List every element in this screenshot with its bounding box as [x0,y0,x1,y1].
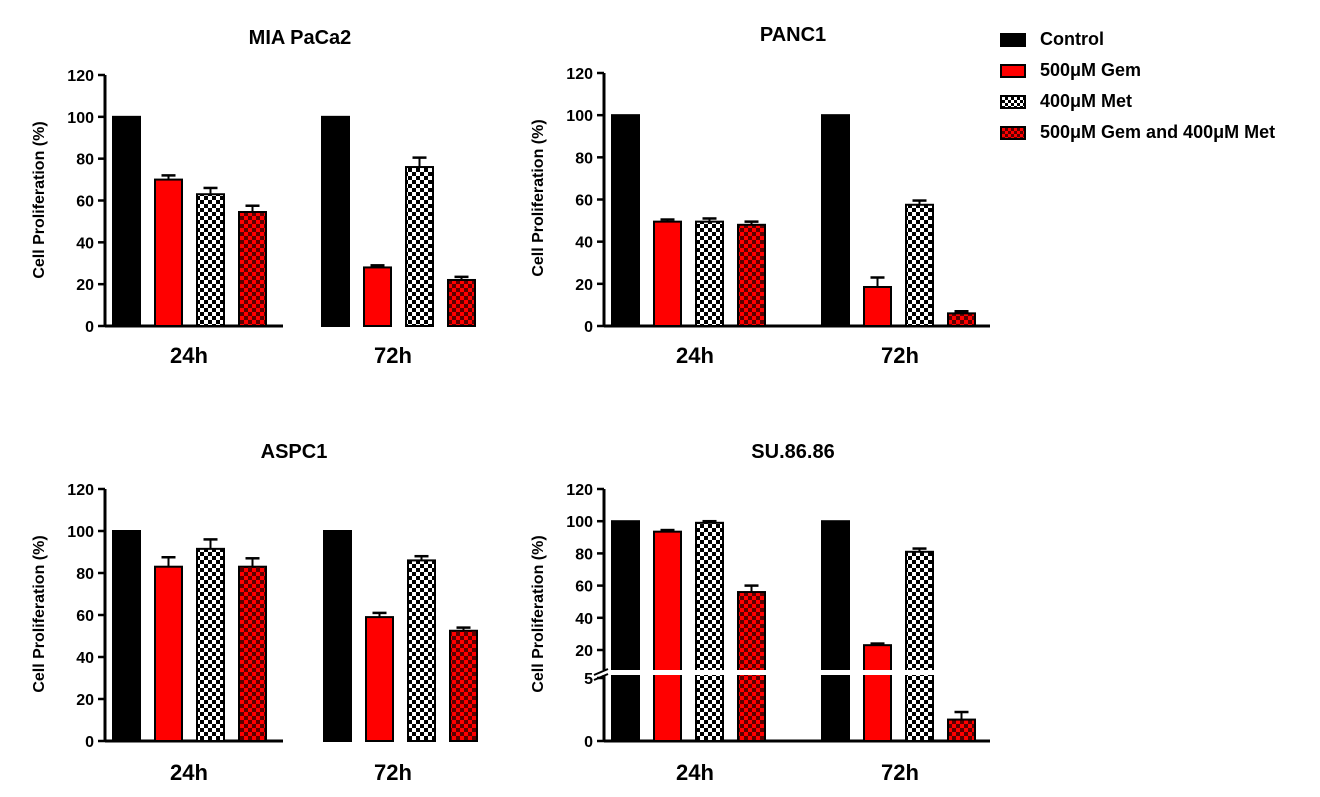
y-tick-label: 20 [575,277,593,294]
y-tick-label: 80 [76,152,94,169]
y-tick-label: 20 [76,692,94,709]
chart-title: SU.86.86 [751,441,834,463]
legend-item-control: Control [1000,24,1275,55]
legend-swatch [1000,94,1026,109]
x-category-label: 24h [170,760,208,785]
bar-met [407,559,436,743]
legend-swatch [1000,32,1026,47]
legend-label: 500μM Gem [1040,60,1142,80]
y-tick-label: 0 [584,319,593,336]
x-category-label: 72h [374,343,412,368]
y-tick-label: 0 [584,734,593,751]
bar-gem-met [737,591,766,742]
bar-control [323,530,352,742]
y-tick-label: 100 [566,108,593,125]
legend-swatch [1000,63,1026,78]
chart-panel-su8686: SU.86.86 Cell Proliferation (%) 24h 72h … [530,441,992,785]
y-tick-label: 80 [76,566,94,583]
chart-title: MIA PaCa2 [249,27,352,49]
legend-label: 400μM Met [1040,91,1133,111]
y-tick-label: 40 [575,235,593,252]
y-tick-label: 0 [85,734,94,751]
y-tick-label: 120 [67,482,94,499]
x-category-label: 72h [881,343,919,368]
y-tick-label: 60 [575,193,593,210]
y-tick-label: 40 [76,650,94,667]
axis-break-gap [596,670,992,675]
y-tick-label: 120 [67,68,94,85]
y-tick-label: 20 [76,277,94,294]
bar-control [821,520,850,743]
chart-title: ASPC1 [261,441,328,463]
x-category-label: 24h [676,343,714,368]
axis-break-mark [593,673,609,681]
bar-gem [363,266,392,327]
bar-control [611,114,640,327]
x-category-label: 72h [881,760,919,785]
y-tick-label: 120 [566,66,593,83]
bar-met [196,193,225,327]
bar-gem-met [449,629,478,742]
legend-swatch [1000,125,1026,140]
bar-met [695,521,724,742]
bar-gem [154,178,183,327]
bar-control [112,530,141,742]
bar-gem [154,565,183,743]
bar-gem [653,220,682,327]
y-axis-label: Cell Proliferation (%) [530,535,547,692]
y-tick-label: 60 [76,608,94,625]
bar-control [821,114,850,327]
bar-gem-met [238,565,267,743]
x-category-label: 24h [676,760,714,785]
bar-met [405,166,434,327]
y-tick-label: 100 [67,524,94,541]
y-tick-label: 100 [566,514,593,531]
bar-control [611,520,640,743]
bar-met [695,220,724,327]
legend-item-met: 400μM Met [1000,86,1275,117]
axis-break-mark [593,668,609,676]
y-axis-label: Cell Proliferation (%) [530,119,547,276]
chart-panel-aspc1: ASPC1 Cell Proliferation (%) 24h 72h 0 20… [31,441,478,785]
bar-control [321,115,350,328]
y-tick-label: 60 [575,579,593,596]
y-axis-label: Cell Proliferation (%) [31,121,48,278]
y-tick-label: 5 [584,671,593,688]
bar-gem-met [238,211,267,327]
chart-panel-panc1: PANC1 Cell Proliferation (%) 24h 72h 0 20… [530,24,990,368]
bar-gem [863,285,892,327]
bar-control [112,115,141,328]
x-category-label: 72h [374,760,412,785]
y-tick-label: 40 [76,235,94,252]
bar-gem [365,616,394,742]
bar-met [905,203,934,327]
chart-panel-mia-paca2: MIA PaCa2 Cell Proliferation (%) 24h 72h… [31,27,476,368]
y-tick-label: 120 [566,482,593,499]
bar-gem-met [947,312,976,328]
y-tick-label: 0 [85,319,94,336]
y-tick-label: 80 [575,150,593,167]
legend-label: Control [1040,29,1104,49]
y-tick-label: 20 [575,643,593,660]
x-category-label: 24h [170,343,208,368]
legend-item-gem: 500μM Gem [1000,55,1275,86]
legend-label: 500μM Gem and 400μM Met [1040,122,1276,142]
y-tick-label: 80 [575,546,593,563]
chart-title: PANC1 [760,24,826,46]
legend: Control 500μM Gem 400μM Met 500μM Gem an… [1000,24,1275,148]
y-tick-label: 60 [76,194,94,211]
bar-gem [653,530,682,742]
y-tick-label: 40 [575,611,593,628]
bar-met [905,550,934,742]
legend-item-gem-met: 500μM Gem and 400μM Met [1000,117,1275,148]
y-tick-label: 100 [67,110,94,127]
bar-gem-met [737,223,766,327]
bar-gem-met [947,718,976,743]
bar-gem-met [447,278,476,328]
y-axis-label: Cell Proliferation (%) [31,535,48,692]
bar-met [196,547,225,742]
bar-gem [863,644,892,742]
